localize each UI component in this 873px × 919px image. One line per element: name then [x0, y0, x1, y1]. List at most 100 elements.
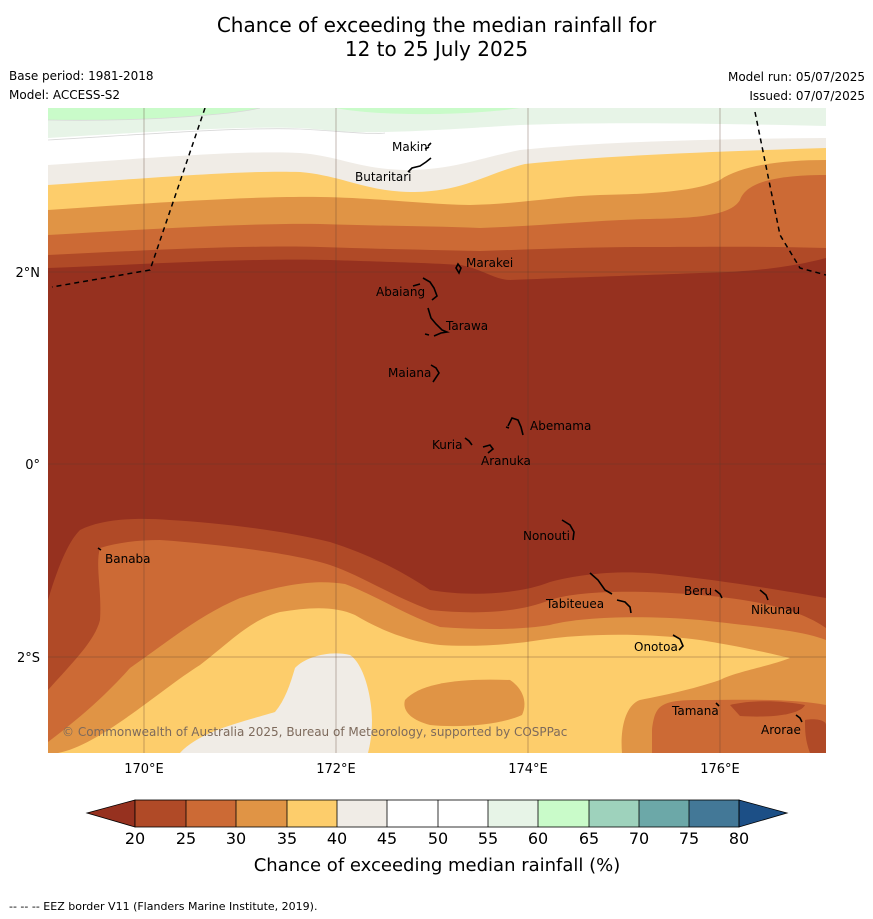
colorbar-tick-45: 45 [377, 829, 397, 848]
colorbar-swatch-60-65 [538, 800, 589, 827]
island-abemama [505, 417, 524, 436]
colorbar-tick-70: 70 [629, 829, 649, 848]
colorbar-swatch-65-70 [589, 800, 639, 827]
eez-border-west [51, 108, 206, 288]
place-label-makin: Makin [392, 140, 428, 154]
colorbar-tick-65: 65 [579, 829, 599, 848]
band-60-65-north [335, 108, 520, 115]
colorbar-tick-labels: 20 25 30 35 40 45 50 55 60 65 70 75 80 [125, 829, 749, 848]
colorbar-extend-low [85, 799, 136, 828]
band-20-25-corner [805, 719, 826, 753]
island-marakei [455, 262, 462, 275]
lat-tick-0: 0° [25, 458, 40, 473]
island-nonouti [561, 519, 575, 541]
contour-line [48, 108, 261, 121]
colorbar-swatch-25-30 [186, 800, 236, 827]
colorbar-tick-75: 75 [679, 829, 699, 848]
colorbar-tick-55: 55 [478, 829, 498, 848]
lat-tick-2n: 2°N [16, 266, 41, 281]
axis-tick-labels: 170°E 172°E 174°E 176°E 2°N 0° 2°S [16, 266, 740, 777]
model-label: Model: ACCESS-S2 [9, 88, 121, 102]
place-label-nikunau: Nikunau [751, 603, 800, 617]
colorbar-swatch-45-50 [387, 800, 438, 827]
colorbar-tick-50: 50 [428, 829, 448, 848]
colorbar-swatch-55-60 [488, 800, 538, 827]
place-label-onotoa: Onotoa [634, 640, 678, 654]
copyright-text: © Commonwealth of Australia 2025, Bureau… [62, 725, 567, 739]
colorbar-swatch-35-40 [287, 800, 337, 827]
place-label-tarawa: Tarawa [445, 319, 488, 333]
band-20-25-southeast [730, 701, 805, 717]
colorbar-extend-high [738, 799, 789, 828]
place-label-marakei: Marakei [466, 256, 513, 270]
place-label-aranuka: Aranuka [481, 454, 531, 468]
colorbar-swatch-50-55 [438, 800, 488, 827]
island-makin [424, 142, 432, 150]
colorbar-tick-20: 20 [125, 829, 145, 848]
island-kuria [464, 437, 473, 446]
island-beru [714, 589, 723, 599]
island-banaba [97, 547, 102, 551]
colorbar-swatch-75-80 [689, 800, 739, 827]
colorbar-tick-35: 35 [277, 829, 297, 848]
map-title-line-2: 12 to 25 July 2025 [344, 37, 529, 61]
eez-legend-footer: -- -- -- EEZ border V11 (Flanders Marine… [9, 900, 318, 913]
island-nikunau [759, 589, 769, 601]
map-title-line-1: Chance of exceeding the median rainfall … [216, 13, 657, 37]
island-arorae [795, 714, 803, 723]
place-label-butaritari: Butaritari [355, 170, 412, 184]
place-label-tabiteuea: Tabiteuea [545, 597, 604, 611]
colorbar-dividers [134, 799, 740, 828]
lon-tick-172e: 172°E [316, 762, 356, 777]
issued-label: Issued: 07/07/2025 [749, 89, 865, 103]
island-butaritari [407, 157, 432, 173]
lon-tick-176e: 176°E [700, 762, 740, 777]
band-35-40-south [48, 608, 790, 753]
place-label-abemama: Abemama [530, 419, 591, 433]
band-40-45-south [180, 653, 372, 753]
colorbar-label: Chance of exceeding median rainfall (%) [254, 855, 621, 876]
band-60-65-northwest [48, 108, 260, 121]
island-tamana [715, 702, 720, 707]
graticule [48, 108, 826, 753]
eez-border-east [754, 111, 826, 276]
island-maiana [430, 364, 440, 383]
base-period-label: Base period: 1981-2018 [9, 69, 154, 83]
island-abaiang [412, 277, 438, 301]
lon-tick-170e: 170°E [124, 762, 164, 777]
island-tarawa [424, 307, 450, 337]
colorbar-swatch-20-25 [135, 800, 186, 827]
place-label-kuria: Kuria [432, 438, 463, 452]
place-label-tamana: Tamana [671, 704, 719, 718]
place-labels: Makin Butaritari Marakei Abaiang Tarawa … [105, 140, 801, 737]
colorbar-frame [134, 799, 740, 828]
colorbar-swatch-40-45 [337, 800, 387, 827]
place-label-abaiang: Abaiang [376, 285, 425, 299]
place-label-beru: Beru [684, 584, 712, 598]
colorbar-tick-60: 60 [528, 829, 548, 848]
place-label-maiana: Maiana [388, 366, 431, 380]
contour-line [48, 128, 386, 141]
island-aranuka [482, 444, 495, 454]
model-run-label: Model run: 05/07/2025 [727, 70, 865, 84]
place-label-nonouti: Nonouti [523, 529, 570, 543]
probability-bands [48, 108, 826, 753]
colorbar-tick-30: 30 [226, 829, 246, 848]
island-tabiteuea [589, 572, 632, 614]
colorbar-tick-40: 40 [327, 829, 347, 848]
colorbar-tick-25: 25 [176, 829, 196, 848]
colorbar: 20 25 30 35 40 45 50 55 60 65 70 75 80 C… [85, 799, 789, 876]
place-label-banaba: Banaba [105, 552, 151, 566]
colorbar-swatch-70-75 [639, 800, 689, 827]
lon-tick-174e: 174°E [508, 762, 548, 777]
eez-border [51, 108, 826, 288]
colorbar-tick-80: 80 [729, 829, 749, 848]
place-label-arorae: Arorae [761, 723, 801, 737]
lat-tick-2s: 2°S [17, 651, 40, 666]
colorbar-swatch-30-35 [236, 800, 287, 827]
island-outlines [97, 142, 803, 723]
map-panel: Makin Butaritari Marakei Abaiang Tarawa … [48, 108, 826, 753]
island-onotoa [672, 634, 684, 651]
band-30-35-pocket [404, 679, 525, 727]
